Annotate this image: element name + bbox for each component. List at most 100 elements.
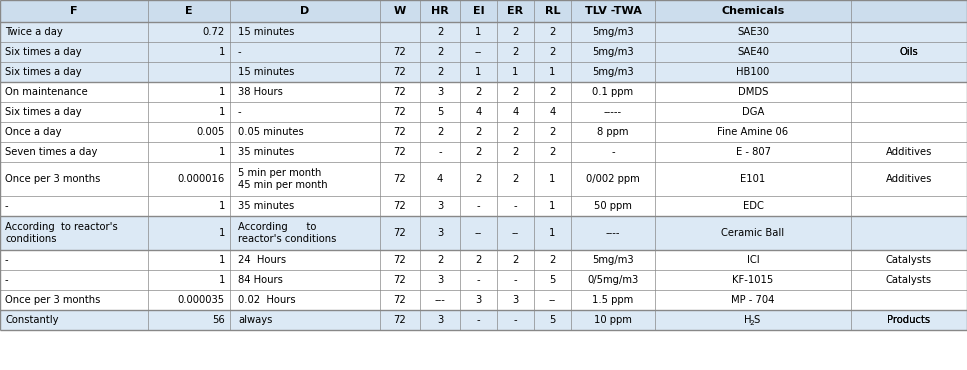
Text: 1.5 ppm: 1.5 ppm: [593, 295, 633, 305]
Text: On maintenance: On maintenance: [5, 87, 88, 97]
Bar: [0, 22, 967, 42]
Text: ---: ---: [434, 295, 446, 305]
Text: 3: 3: [437, 315, 443, 325]
Text: HB100: HB100: [737, 67, 770, 77]
Text: 1: 1: [219, 147, 225, 157]
Text: 35 minutes: 35 minutes: [238, 147, 294, 157]
Text: -: -: [5, 255, 9, 265]
Bar: [0, 216, 967, 250]
Text: 5: 5: [549, 315, 556, 325]
Text: 2: 2: [513, 255, 518, 265]
Text: 1: 1: [476, 67, 482, 77]
Text: 0.000035: 0.000035: [178, 295, 225, 305]
Text: 5mg/m3: 5mg/m3: [592, 255, 633, 265]
Text: 1: 1: [219, 275, 225, 285]
Text: W: W: [394, 6, 406, 16]
Text: Seven times a day: Seven times a day: [5, 147, 98, 157]
Text: 10 ppm: 10 ppm: [594, 315, 632, 325]
Text: -----: -----: [604, 107, 622, 117]
Text: 2: 2: [549, 147, 556, 157]
Bar: [0, 250, 967, 270]
Text: 4: 4: [513, 107, 518, 117]
Text: 3: 3: [437, 228, 443, 238]
Text: Six times a day: Six times a day: [5, 67, 81, 77]
Text: --: --: [475, 228, 483, 238]
Text: D: D: [301, 6, 309, 16]
Text: 0.000016: 0.000016: [178, 174, 225, 184]
Text: 72: 72: [394, 174, 406, 184]
Text: Additives: Additives: [886, 147, 932, 157]
Bar: [0, 62, 967, 82]
Text: 2: 2: [476, 127, 482, 137]
Bar: [0, 122, 967, 142]
Text: 72: 72: [394, 275, 406, 285]
Text: E101: E101: [741, 174, 766, 184]
Text: 15 minutes: 15 minutes: [238, 67, 294, 77]
Text: E - 807: E - 807: [736, 147, 771, 157]
Text: 2: 2: [513, 87, 518, 97]
Text: 2: 2: [513, 147, 518, 157]
Text: 2: 2: [549, 27, 556, 37]
Text: always: always: [238, 315, 273, 325]
Text: Once per 3 months: Once per 3 months: [5, 174, 101, 184]
Text: Constantly: Constantly: [5, 315, 58, 325]
Text: 15 minutes: 15 minutes: [238, 27, 294, 37]
Text: 3: 3: [513, 295, 518, 305]
Text: Twice a day: Twice a day: [5, 27, 63, 37]
Text: Catalysts: Catalysts: [886, 275, 932, 285]
Text: 1: 1: [219, 255, 225, 265]
Text: 0.005: 0.005: [196, 127, 225, 137]
Text: Six times a day: Six times a day: [5, 107, 81, 117]
Text: 2: 2: [513, 27, 518, 37]
Text: 2: 2: [549, 47, 556, 57]
Text: 1: 1: [549, 201, 556, 211]
Text: 1: 1: [219, 107, 225, 117]
Text: 2: 2: [476, 87, 482, 97]
Text: Products: Products: [888, 315, 930, 325]
Text: 1: 1: [219, 228, 225, 238]
Text: 3: 3: [437, 201, 443, 211]
Text: EI: EI: [473, 6, 484, 16]
Text: 2: 2: [476, 147, 482, 157]
Text: 1: 1: [476, 27, 482, 37]
Text: EDC: EDC: [743, 201, 763, 211]
Text: 5: 5: [549, 275, 556, 285]
Text: 2: 2: [476, 255, 482, 265]
Text: 2: 2: [549, 127, 556, 137]
Text: 72: 72: [394, 107, 406, 117]
Bar: [0, 290, 967, 310]
Text: 2: 2: [513, 47, 518, 57]
Text: 72: 72: [394, 147, 406, 157]
Text: -: -: [5, 201, 9, 211]
Bar: [0, 0, 967, 22]
Text: 1: 1: [549, 67, 556, 77]
Text: 2: 2: [437, 27, 443, 37]
Text: 4: 4: [476, 107, 482, 117]
Text: 1: 1: [219, 47, 225, 57]
Bar: [0, 102, 967, 122]
Text: Once per 3 months: Once per 3 months: [5, 295, 101, 305]
Text: According  to reactor's
conditions: According to reactor's conditions: [5, 222, 118, 244]
Text: 0.72: 0.72: [203, 27, 225, 37]
Text: 84 Hours: 84 Hours: [238, 275, 283, 285]
Text: -: -: [611, 147, 615, 157]
Bar: [0, 162, 967, 196]
Text: Chemicals: Chemicals: [721, 6, 784, 16]
Text: 4: 4: [549, 107, 556, 117]
Text: F: F: [71, 6, 77, 16]
Text: H: H: [745, 315, 751, 325]
Text: 24  Hours: 24 Hours: [238, 255, 286, 265]
Text: 2: 2: [749, 320, 754, 326]
Text: 5 min per month
45 min per month: 5 min per month 45 min per month: [238, 168, 328, 190]
Text: 1: 1: [549, 228, 556, 238]
Text: 72: 72: [394, 295, 406, 305]
Text: 2: 2: [549, 87, 556, 97]
Text: Ceramic Ball: Ceramic Ball: [721, 228, 784, 238]
Text: 72: 72: [394, 47, 406, 57]
Text: 72: 72: [394, 201, 406, 211]
Text: SAE30: SAE30: [737, 27, 769, 37]
Text: Once a day: Once a day: [5, 127, 62, 137]
Text: 5mg/m3: 5mg/m3: [592, 47, 633, 57]
Text: According      to
reactor's conditions: According to reactor's conditions: [238, 222, 337, 244]
Text: 3: 3: [437, 87, 443, 97]
